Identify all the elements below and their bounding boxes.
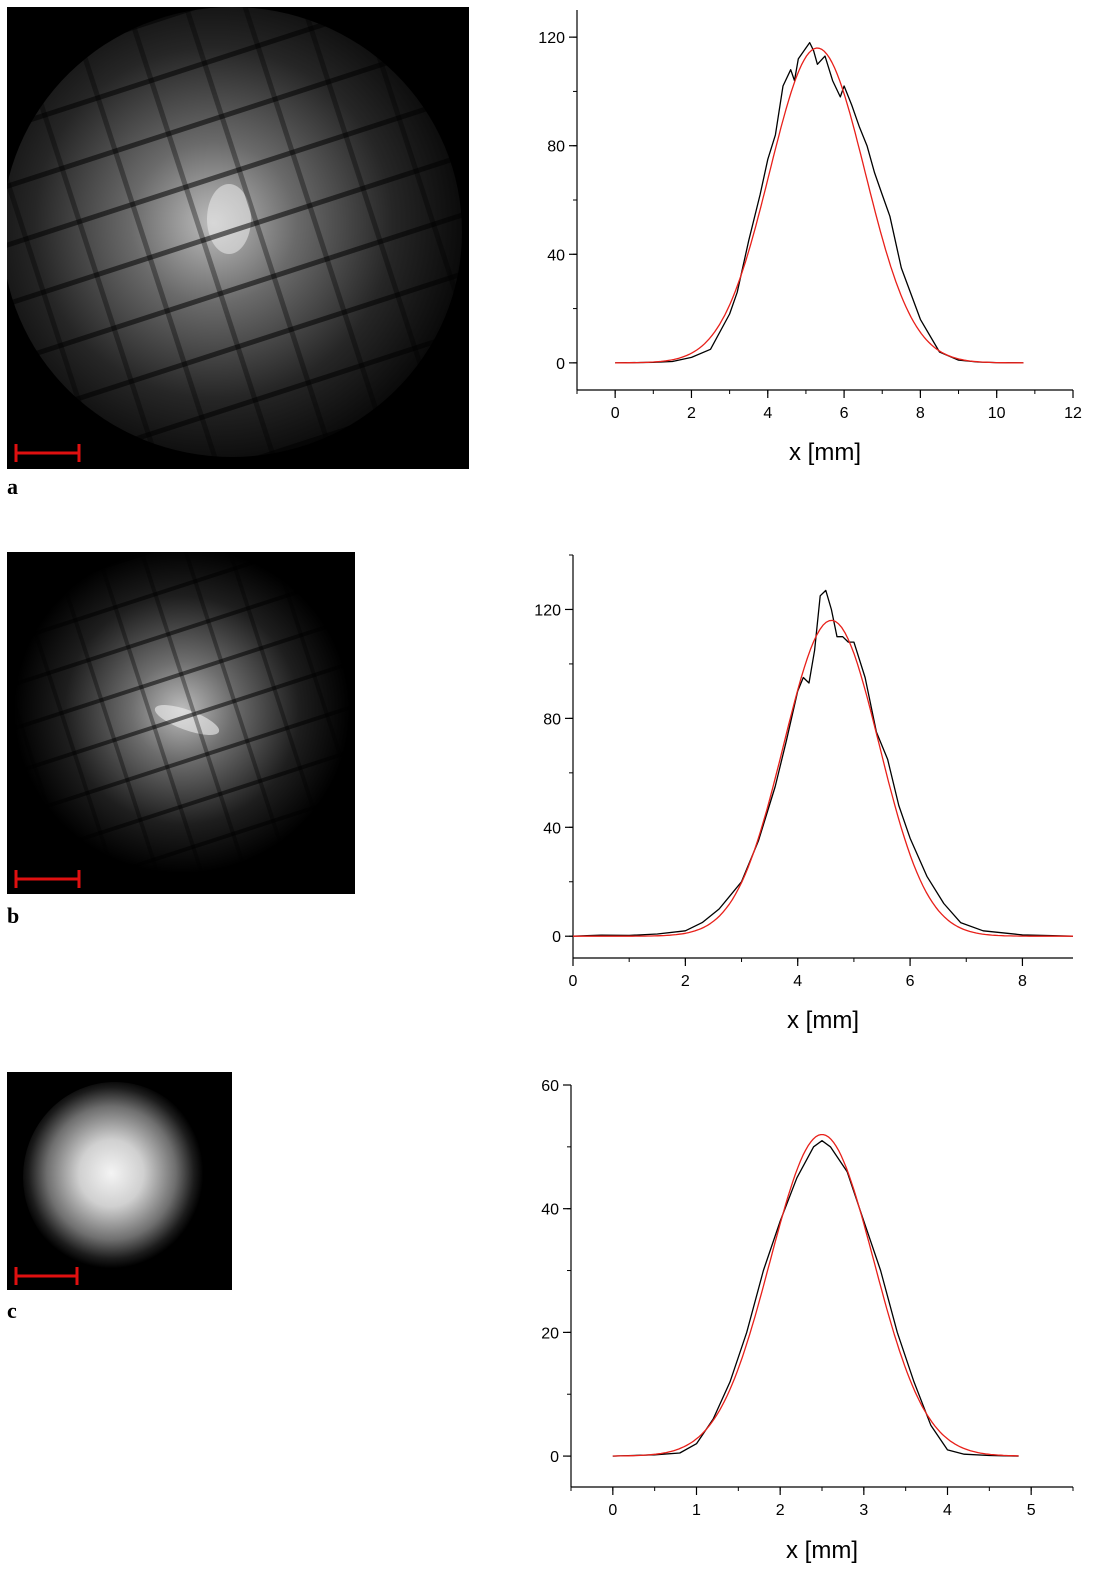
x-tick-label-a: 0 (611, 405, 620, 422)
measured-series-a (615, 41, 1024, 364)
panel-label-a: a (7, 474, 18, 499)
x-tick-label-b: 4 (793, 973, 802, 990)
scale-bar-c (14, 1267, 79, 1285)
panel-label-b: b (7, 903, 20, 928)
y-tick-label-a: 120 (538, 30, 565, 47)
y-tick-label-b: 120 (534, 602, 561, 619)
y-tick-label-a: 40 (547, 247, 565, 264)
panel-label-c: c (7, 1298, 17, 1323)
beam-image-b-svg (7, 552, 355, 894)
y-tick-label-c: 60 (541, 1078, 559, 1095)
y-tick-label-b: 0 (552, 929, 561, 946)
x-tick-label-b: 0 (569, 973, 578, 990)
chart-c: 0 1 2 3 4 5 0 20 40 60 x [mm] (541, 1078, 1074, 1564)
beam-image-c (7, 1072, 232, 1290)
x-tick-label-a: 10 (988, 405, 1006, 422)
scale-bar-a (14, 444, 81, 462)
x-tick-label-a: 12 (1064, 405, 1082, 422)
y-tick-label-b: 80 (543, 711, 561, 728)
x-tick-label-c: 5 (1027, 1502, 1036, 1519)
y-tick-label-c: 40 (541, 1202, 559, 1219)
beam-image-c-svg (7, 1072, 232, 1290)
measured-series-c (612, 1140, 1019, 1457)
beam-image-a-svg (7, 7, 469, 469)
x-axis-title-b: x [mm] (787, 1007, 859, 1034)
x-tick-label-a: 8 (916, 405, 925, 422)
x-tick-label-a: 6 (840, 405, 849, 422)
fit-series-b (573, 619, 1073, 937)
beam-image-b (7, 552, 355, 894)
scale-bar-b (14, 870, 81, 888)
y-tick-label-a: 0 (556, 356, 565, 373)
beam-image-a (7, 7, 469, 469)
y-tick-label-c: 0 (550, 1449, 559, 1466)
y-tick-label-b: 40 (543, 820, 561, 837)
measured-series-b (572, 589, 1074, 937)
x-axis-title-c: x [mm] (786, 1537, 858, 1564)
x-tick-label-b: 8 (1018, 973, 1027, 990)
fit-series-c (612, 1133, 1019, 1457)
x-tick-label-c: 3 (859, 1502, 868, 1519)
x-tick-label-c: 1 (692, 1502, 701, 1519)
x-tick-label-c: 0 (608, 1502, 617, 1519)
y-tick-label-a: 80 (547, 139, 565, 156)
y-tick-label-c: 20 (541, 1325, 559, 1342)
x-axis-title-a: x [mm] (789, 439, 861, 466)
fit-series-a (615, 47, 1024, 364)
x-tick-label-c: 4 (943, 1502, 952, 1519)
x-tick-label-c: 2 (776, 1502, 785, 1519)
x-tick-label-a: 4 (763, 405, 772, 422)
x-tick-label-b: 6 (906, 973, 915, 990)
x-tick-label-b: 2 (681, 973, 690, 990)
x-tick-label-a: 2 (687, 405, 696, 422)
